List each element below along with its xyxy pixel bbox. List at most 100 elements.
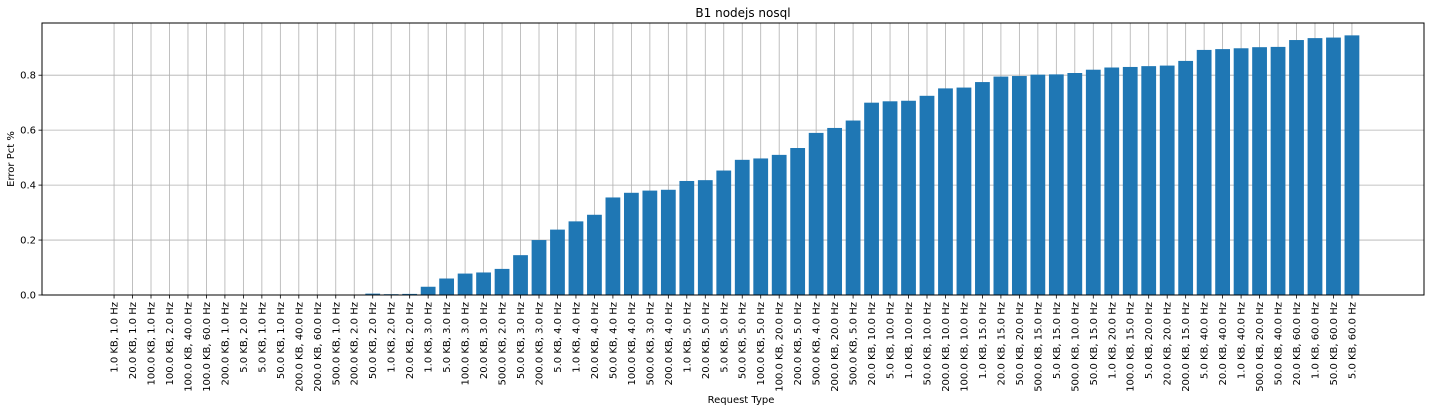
bar (623, 192, 639, 295)
x-tick-label: 50.0 KB, 60.0 Hz (1329, 302, 1340, 385)
bar (1215, 49, 1231, 295)
x-tick-label: 5.0 KB, 40.0 Hz (1200, 302, 1211, 379)
x-tick-label: 20.0 KB, 20.0 Hz (1163, 302, 1174, 385)
x-tick-label: 500.0 KB, 20.0 Hz (1255, 302, 1266, 392)
x-tick-label: 5.0 KB, 2.0 Hz (239, 302, 250, 373)
x-tick-label: 1.0 KB, 3.0 Hz (424, 302, 435, 373)
x-tick-label: 50.0 KB, 3.0 Hz (516, 302, 527, 379)
x-tick-label: 50.0 KB, 40.0 Hz (1274, 302, 1285, 385)
x-tick-label: 100.0 KB, 3.0 Hz (461, 302, 472, 385)
x-tick-label: 100.0 KB, 60.0 Hz (202, 302, 213, 392)
bar (753, 158, 769, 295)
y-tick-label: 0.0 (20, 291, 36, 302)
x-tick-label: 50.0 KB, 2.0 Hz (368, 302, 379, 379)
bar (531, 240, 547, 295)
y-tick-label: 0.4 (20, 181, 36, 192)
x-tick-label: 500.0 KB, 3.0 Hz (645, 302, 656, 385)
bar (457, 273, 473, 295)
x-tick-label: 5.0 KB, 4.0 Hz (553, 302, 564, 373)
bar (827, 127, 843, 295)
x-axis-label: Request Type (708, 395, 775, 406)
x-tick-label: 50.0 KB, 15.0 Hz (1089, 302, 1100, 385)
bar (1067, 73, 1083, 295)
bar (365, 293, 381, 295)
x-tick-label: 200.0 KB, 60.0 Hz (313, 302, 324, 392)
x-tick-label: 1.0 KB, 40.0 Hz (1237, 302, 1248, 379)
y-axis-label: Error Pct % (6, 131, 17, 187)
bar (402, 293, 418, 295)
x-tick-label: 200.0 KB, 40.0 Hz (294, 302, 305, 392)
bar (1048, 74, 1064, 295)
y-tick-label: 0.2 (20, 236, 36, 247)
bar (568, 221, 584, 295)
bar (1289, 40, 1304, 295)
x-tick-label: 50.0 KB, 10.0 Hz (922, 302, 933, 385)
x-tick-label: 1.0 KB, 10.0 Hz (904, 302, 915, 379)
x-tick-label: 1.0 KB, 4.0 Hz (571, 302, 582, 373)
x-tick-label: 50.0 KB, 4.0 Hz (608, 302, 619, 379)
x-tick-label: 100.0 KB, 10.0 Hz (959, 302, 970, 392)
x-tick-label: 20.0 KB, 40.0 Hz (1218, 302, 1229, 385)
bar (1159, 65, 1175, 295)
bar (439, 278, 455, 295)
bar (1344, 35, 1360, 295)
x-tick-label: 20.0 KB, 1.0 Hz (128, 302, 139, 379)
bar (494, 268, 510, 295)
plot-frame (41, 22, 1425, 296)
x-tick-label: 1.0 KB, 60.0 Hz (1310, 302, 1321, 379)
bar (642, 190, 658, 295)
x-tick-label: 200.0 KB, 20.0 Hz (830, 302, 841, 392)
bar (734, 159, 750, 295)
x-tick-label: 200.0 KB, 2.0 Hz (350, 302, 361, 385)
x-tick-label: 100.0 KB, 20.0 Hz (775, 302, 786, 392)
x-tick-label: 50.0 KB, 20.0 Hz (1015, 302, 1026, 385)
bar (771, 154, 787, 295)
x-tick-label: 50.0 KB, 1.0 Hz (276, 302, 287, 379)
bar (1252, 47, 1267, 295)
x-tick-label: 50.0 KB, 5.0 Hz (738, 302, 749, 379)
bar (1104, 67, 1120, 295)
x-tick-label: 100.0 KB, 15.0 Hz (1126, 302, 1137, 392)
x-tick-label: 1.0 KB, 20.0 Hz (1107, 302, 1118, 379)
bar (975, 82, 990, 295)
x-tick-label: 20.0 KB, 4.0 Hz (590, 302, 601, 379)
bar (605, 197, 621, 295)
x-tick-label: 1.0 KB, 2.0 Hz (387, 302, 398, 373)
bar (808, 132, 824, 295)
x-tick-label: 5.0 KB, 3.0 Hz (442, 302, 453, 373)
x-tick-label: 500.0 KB, 4.0 Hz (812, 302, 823, 385)
x-tick-label: 1.0 KB, 5.0 Hz (682, 302, 693, 373)
x-tick-label: 5.0 KB, 20.0 Hz (1144, 302, 1155, 379)
x-tick-label: 200.0 KB, 5.0 Hz (793, 302, 804, 385)
bar (1233, 48, 1249, 296)
x-tick-label: 20.0 KB, 60.0 Hz (1292, 302, 1303, 385)
x-tick-label: 1.0 KB, 1.0 Hz (110, 302, 121, 373)
bar (956, 87, 972, 295)
x-tick-label: 500.0 KB, 10.0 Hz (1070, 302, 1081, 392)
bar (476, 272, 491, 295)
bar (901, 100, 916, 295)
bar (1011, 76, 1027, 295)
x-tick-label: 200.0 KB, 4.0 Hz (664, 302, 675, 385)
x-tick-label: 500.0 KB, 5.0 Hz (849, 302, 860, 385)
bar (1326, 37, 1341, 295)
bar (882, 101, 898, 295)
bar (1141, 66, 1157, 296)
x-tick-label: 100.0 KB, 40.0 Hz (183, 302, 194, 392)
bar (697, 180, 713, 295)
bar (1178, 60, 1194, 296)
chart-title: B1 nodejs nosql (695, 6, 790, 20)
x-tick-label: 200.0 KB, 1.0 Hz (220, 302, 231, 385)
y-tick-label: 0.6 (20, 126, 36, 137)
x-tick-label: 500.0 KB, 15.0 Hz (1033, 302, 1044, 392)
bar (1122, 66, 1138, 295)
x-tick-label: 20.0 KB, 5.0 Hz (701, 302, 712, 379)
bar (919, 95, 935, 296)
x-tick-label: 20.0 KB, 10.0 Hz (867, 302, 878, 385)
bar (716, 170, 732, 295)
x-tick-label: 1.0 KB, 15.0 Hz (978, 302, 989, 379)
y-axis-ticks: 0.0 0.2 0.4 0.6 0.8 (20, 71, 42, 302)
bars (365, 35, 1360, 296)
